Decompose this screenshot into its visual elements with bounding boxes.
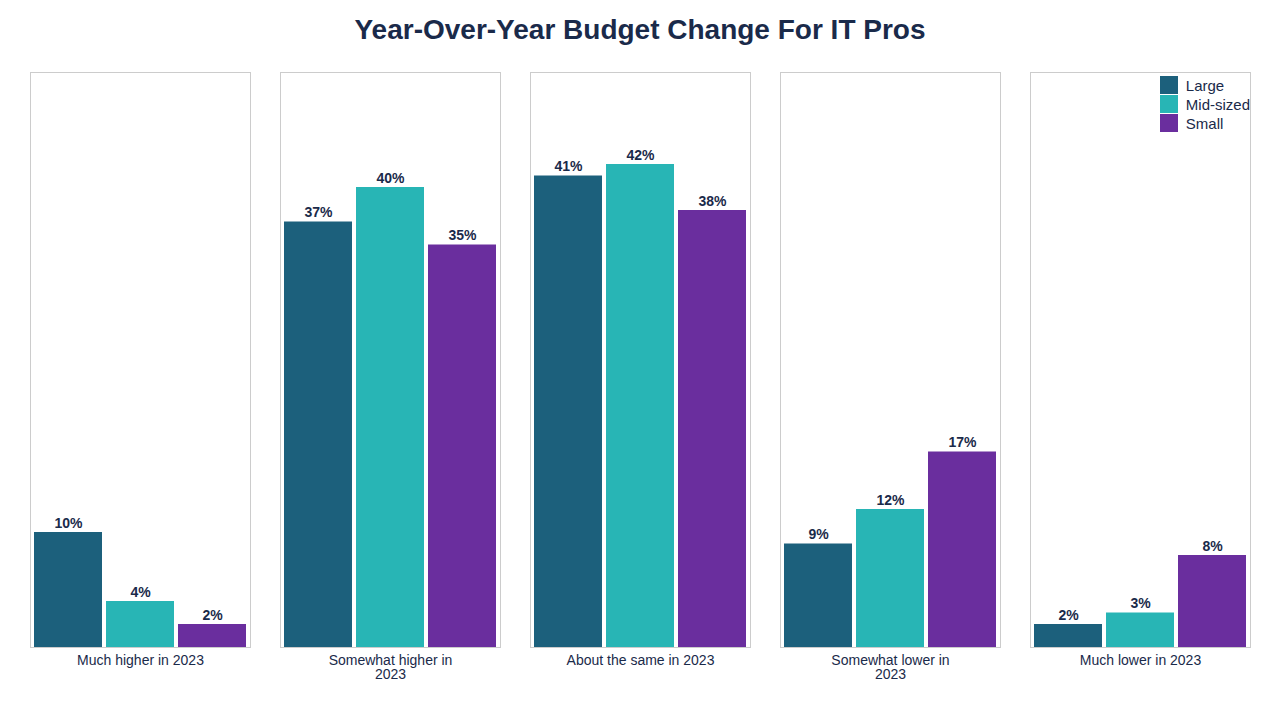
html-text:Small: Small <box>1185 114 1224 132</box>
svg-text:2%: 2% <box>1058 607 1079 623</box>
svg-text:42%: 42% <box>626 147 655 163</box>
svg-text:17%: 17% <box>948 434 977 450</box>
svg-text:3%: 3% <box>1130 595 1151 611</box>
svg-text:12%: 12% <box>876 492 905 508</box>
svg-text:10%: 10% <box>54 515 83 531</box>
svg-text:38%: 38% <box>698 193 727 209</box>
svg-text:4%: 4% <box>130 584 151 600</box>
svg-text:Much lower in 2023: Much lower in 2023 <box>1080 652 1202 668</box>
html-text:Mid-sized: Mid-sized <box>1185 95 1250 113</box>
svg-text:Somewhat higher in2023: Somewhat higher in2023 <box>329 652 453 682</box>
svg-text:9%: 9% <box>808 526 829 542</box>
html-text:Year-Over-Year Budget Change F: Year-Over-Year Budget Change For IT Pros <box>354 14 926 45</box>
svg-text:41%: 41% <box>554 158 583 174</box>
html-text:Large: Large <box>1185 76 1225 94</box>
svg-text:35%: 35% <box>448 227 477 243</box>
svg-text:Somewhat lower in2023: Somewhat lower in2023 <box>831 652 949 682</box>
svg-text:8%: 8% <box>1202 538 1223 554</box>
svg-text:Much higher in 2023: Much higher in 2023 <box>77 652 204 668</box>
svg-text:2%: 2% <box>202 607 223 623</box>
svg-text:37%: 37% <box>304 204 333 220</box>
svg-text:About the same in 2023: About the same in 2023 <box>567 652 715 668</box>
svg-text:40%: 40% <box>376 170 405 186</box>
